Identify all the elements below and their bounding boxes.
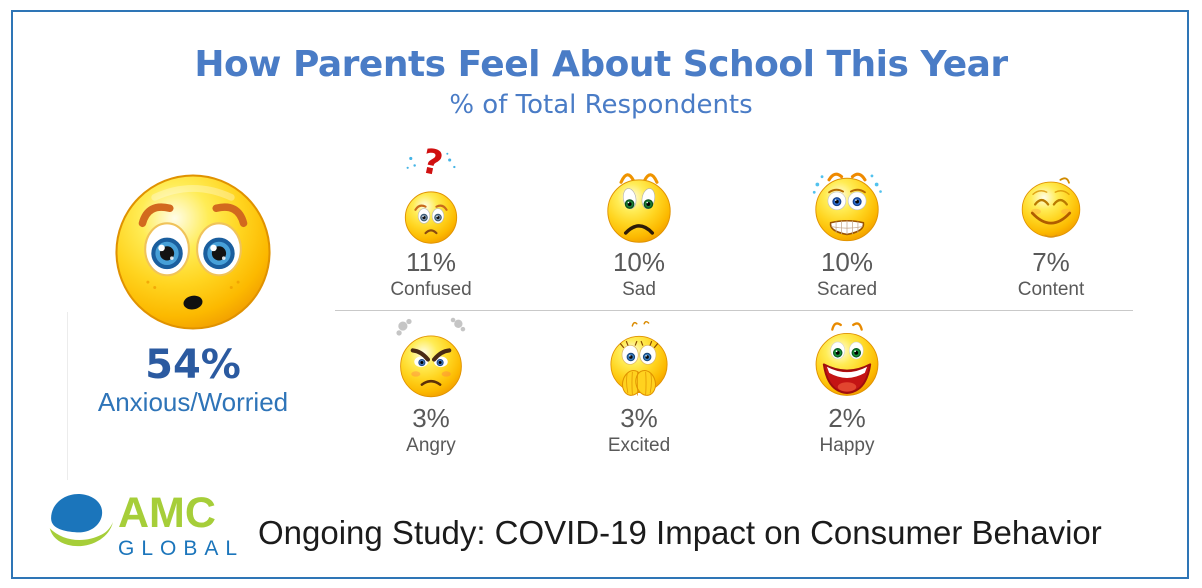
emoji-box xyxy=(1015,148,1087,244)
study-caption: Ongoing Study: COVID-19 Impact on Consum… xyxy=(258,514,1102,551)
emotion-percent: 10% xyxy=(612,247,666,277)
chart-subtitle: % of Total Respondents xyxy=(449,90,753,120)
amc-global-logo: AMC GLOBAL xyxy=(46,490,244,561)
logo-subtext: GLOBAL xyxy=(118,536,245,560)
emotion-cell-sad: 10% Sad xyxy=(537,148,741,302)
emotion-cell-happy: 2% Happy xyxy=(745,314,949,458)
emoji-box xyxy=(600,148,678,244)
emoji-box xyxy=(393,314,469,400)
emoji-box xyxy=(808,314,886,400)
content-emoji-icon xyxy=(1021,177,1081,238)
emoji-box: ? xyxy=(392,146,470,244)
happy-emoji-icon xyxy=(815,322,879,396)
confused-emoji-icon: ? xyxy=(404,146,458,244)
left-gridline xyxy=(67,312,68,480)
emotion-label: Sad xyxy=(622,279,656,300)
emotion-label: Happy xyxy=(819,435,875,456)
svg-text:?: ? xyxy=(418,146,446,185)
amc-global-logo-mark-icon xyxy=(49,494,113,547)
row-divider-line xyxy=(335,310,1133,311)
emotion-cell-confused: ? 11% Confused xyxy=(329,146,533,302)
emotion-cell-scared: 10% Scared xyxy=(745,148,949,302)
emoji-box xyxy=(602,314,676,400)
sad-emoji-icon xyxy=(607,173,671,243)
emotion-percent: 3% xyxy=(620,403,658,433)
emotion-percent: 11% xyxy=(405,247,457,277)
scared-emoji-icon xyxy=(812,172,882,242)
emoji-box xyxy=(808,148,886,244)
emotion-label: Content xyxy=(1017,279,1085,300)
emotion-percent: 2% xyxy=(828,403,866,433)
featured-percent: 54% xyxy=(145,342,241,388)
anxious-worried-emoji-icon xyxy=(115,174,271,330)
emotion-label: Scared xyxy=(816,279,878,300)
emotion-percent: 10% xyxy=(820,247,874,277)
featured-emotion: 54% Anxious/Worried xyxy=(63,170,323,418)
featured-label: Anxious/Worried xyxy=(97,387,289,417)
angry-emoji-icon xyxy=(396,317,466,398)
emotion-cell-excited: 3% Excited xyxy=(537,314,741,458)
chart-title: How Parents Feel About School This Year xyxy=(194,44,1008,85)
emotion-cell-content: 7% Content xyxy=(949,148,1153,302)
emotion-label: Confused xyxy=(390,279,472,300)
emotion-cell-angry: 3% Angry xyxy=(329,314,533,458)
emotion-label: Angry xyxy=(406,435,456,456)
logo-text: AMC GLOBAL xyxy=(118,489,245,561)
excited-emoji-icon xyxy=(610,320,668,396)
emotion-percent: 7% xyxy=(1032,247,1070,277)
emotion-label: Excited xyxy=(607,435,671,456)
logo-brand: AMC xyxy=(118,489,216,537)
emotion-percent: 3% xyxy=(412,403,450,433)
